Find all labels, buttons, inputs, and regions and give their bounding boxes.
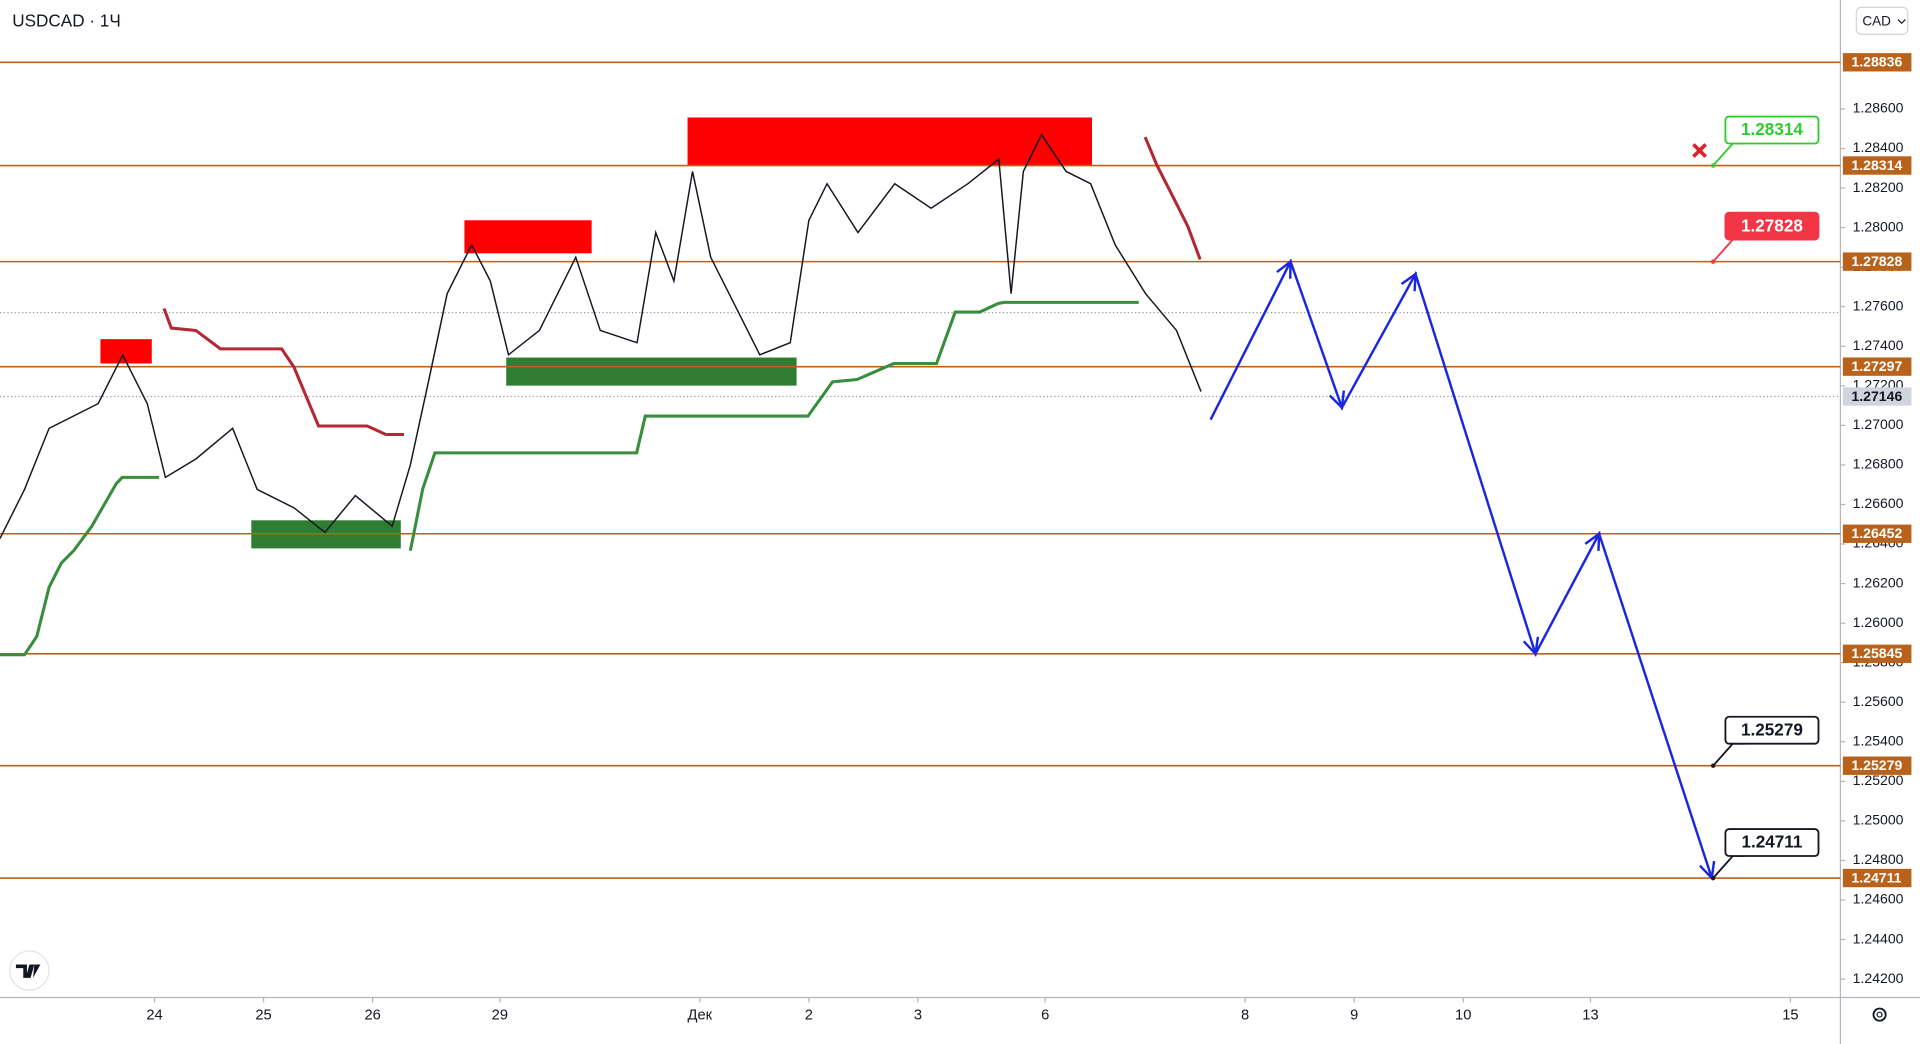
title-bg xyxy=(0,6,147,36)
y-tick-label: 1.26200 xyxy=(1853,574,1904,590)
forecast-arrowhead xyxy=(1328,390,1346,411)
callout-box xyxy=(1724,115,1820,145)
x-tick-label: 13 xyxy=(1582,1008,1598,1024)
last-price-label: 1.27146 xyxy=(1851,388,1902,404)
callout-anchor xyxy=(1710,163,1716,168)
y-tick-label: 1.25000 xyxy=(1853,812,1904,828)
y-tick-label: 1.25200 xyxy=(1853,772,1904,788)
forecast-arrowhead xyxy=(1400,271,1417,292)
level-tag xyxy=(1842,357,1912,376)
x-tick-label: 10 xyxy=(1455,1008,1471,1024)
level-label: 1.28314 xyxy=(1851,157,1902,173)
y-tick-label: 1.27000 xyxy=(1853,416,1904,432)
level-label: 1.25845 xyxy=(1851,645,1902,661)
x-tick-label: 25 xyxy=(255,1008,271,1024)
callout-label: 1.24711 xyxy=(1741,832,1802,852)
settings-icon[interactable] xyxy=(1872,1007,1887,1022)
last-price-tag xyxy=(1842,387,1912,406)
level-tag xyxy=(1842,53,1912,72)
x-tick-label: 3 xyxy=(914,1008,922,1024)
callout-anchor xyxy=(1710,259,1716,264)
level-tag xyxy=(1842,156,1912,175)
y-tick-label: 1.28400 xyxy=(1853,139,1904,155)
zone xyxy=(464,220,592,254)
zone xyxy=(506,357,797,386)
x-tick-label: Дек xyxy=(688,1008,713,1024)
level-tag xyxy=(1842,252,1912,271)
y-tick-label: 1.26000 xyxy=(1853,614,1904,630)
price-line xyxy=(0,133,1202,539)
plot-layer: 1.24200 1.24400 1.24600 1.24800 1.25000 1.252… xyxy=(0,53,1912,1024)
callout-box xyxy=(1724,715,1820,745)
supertrend-line xyxy=(0,475,160,657)
zone xyxy=(100,339,152,364)
currency-caret[interactable] xyxy=(1897,19,1906,25)
currency-label[interactable]: CAD xyxy=(1862,14,1891,29)
x-tick-label: 24 xyxy=(146,1008,162,1024)
y-tick-label: 1.28200 xyxy=(1853,179,1904,195)
level-label: 1.24711 xyxy=(1851,869,1901,885)
callout-label: 1.27828 xyxy=(1741,215,1803,235)
x-tick-label: 26 xyxy=(364,1008,380,1024)
x-tick-label: 9 xyxy=(1350,1008,1358,1024)
zone xyxy=(687,117,1092,166)
y-tick-label: 1.24200 xyxy=(1853,970,1904,986)
callout-anchor xyxy=(1710,875,1716,881)
y-tick-label: 1.26600 xyxy=(1853,495,1904,511)
y-tick-label: 1.26800 xyxy=(1853,456,1904,472)
level-label: 1.25279 xyxy=(1851,757,1902,773)
x-tick-label: 8 xyxy=(1241,1008,1249,1024)
level-label: 1.28836 xyxy=(1851,54,1902,70)
y-tick-label: 1.25400 xyxy=(1853,733,1904,749)
y-tick-label: 1.24600 xyxy=(1853,891,1904,907)
level-label: 1.26452 xyxy=(1851,525,1902,541)
callout-anchor xyxy=(1710,763,1716,768)
y-tick-label: 1.28600 xyxy=(1853,100,1904,116)
currency-button[interactable] xyxy=(1855,6,1909,35)
x-tick-label: 2 xyxy=(805,1008,813,1024)
y-tick-label: 1.24400 xyxy=(1853,930,1904,946)
supertrend-line xyxy=(162,307,404,437)
level-label: 1.27828 xyxy=(1851,253,1902,269)
x-tick-label: 6 xyxy=(1041,1008,1049,1024)
forecast-arrowhead xyxy=(1276,259,1292,279)
level-tag xyxy=(1842,868,1912,888)
level-tag xyxy=(1842,756,1912,775)
supertrend-line xyxy=(408,300,1139,552)
y-tick-label: 1.25600 xyxy=(1853,693,1904,709)
x-tick-label: 29 xyxy=(492,1008,508,1024)
callout-label: 1.25279 xyxy=(1741,719,1803,739)
stop-marker xyxy=(1692,143,1707,158)
y-tick-label: 1.28000 xyxy=(1853,218,1904,234)
logo xyxy=(9,950,50,991)
level-label: 1.27297 xyxy=(1851,358,1902,374)
forecast-arrowhead xyxy=(1584,531,1601,551)
chart-title: USDCAD · 1Ч xyxy=(12,11,121,31)
y-tick-label: 1.27600 xyxy=(1853,297,1904,313)
y-tick-label: 1.27400 xyxy=(1853,337,1904,353)
callout-box xyxy=(1724,828,1820,857)
callout-box xyxy=(1724,211,1820,241)
forecast-arrowhead xyxy=(1522,636,1540,657)
level-tag xyxy=(1842,524,1912,543)
x-tick-label: 15 xyxy=(1782,1008,1798,1024)
supertrend-line xyxy=(1143,136,1202,260)
level-tag xyxy=(1842,644,1912,663)
callout-label: 1.28314 xyxy=(1741,119,1803,139)
y-tick-label: 1.24800 xyxy=(1853,851,1904,867)
